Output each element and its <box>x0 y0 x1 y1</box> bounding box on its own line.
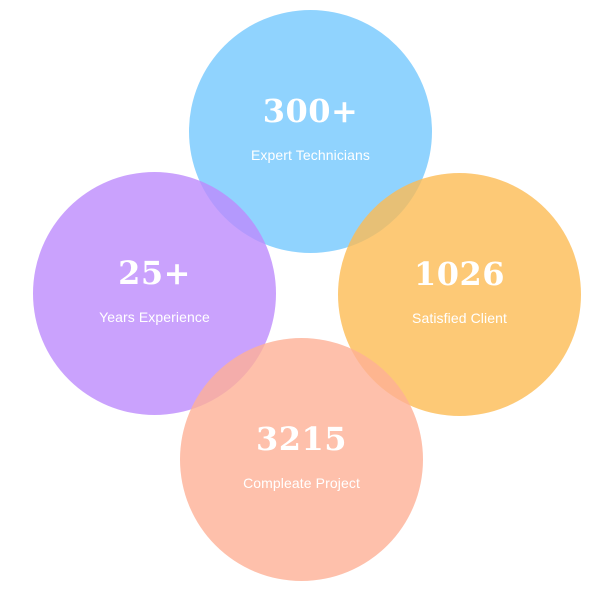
stat-label: Expert Technicians <box>250 146 371 163</box>
stat-number: 25+ <box>118 253 191 292</box>
stat-number: 3215 <box>255 419 348 458</box>
stat-label: Satisfied Client <box>412 309 507 326</box>
stat-label: Years Experience <box>99 308 210 325</box>
stat-label: Compleate Project <box>243 474 360 491</box>
stat-number: 1026 <box>413 254 506 293</box>
stat-number: 300+ <box>262 91 359 130</box>
stat-circle-projects: 3215 Compleate Project <box>180 338 423 581</box>
stat-circle-years: 25+ Years Experience <box>33 172 276 415</box>
